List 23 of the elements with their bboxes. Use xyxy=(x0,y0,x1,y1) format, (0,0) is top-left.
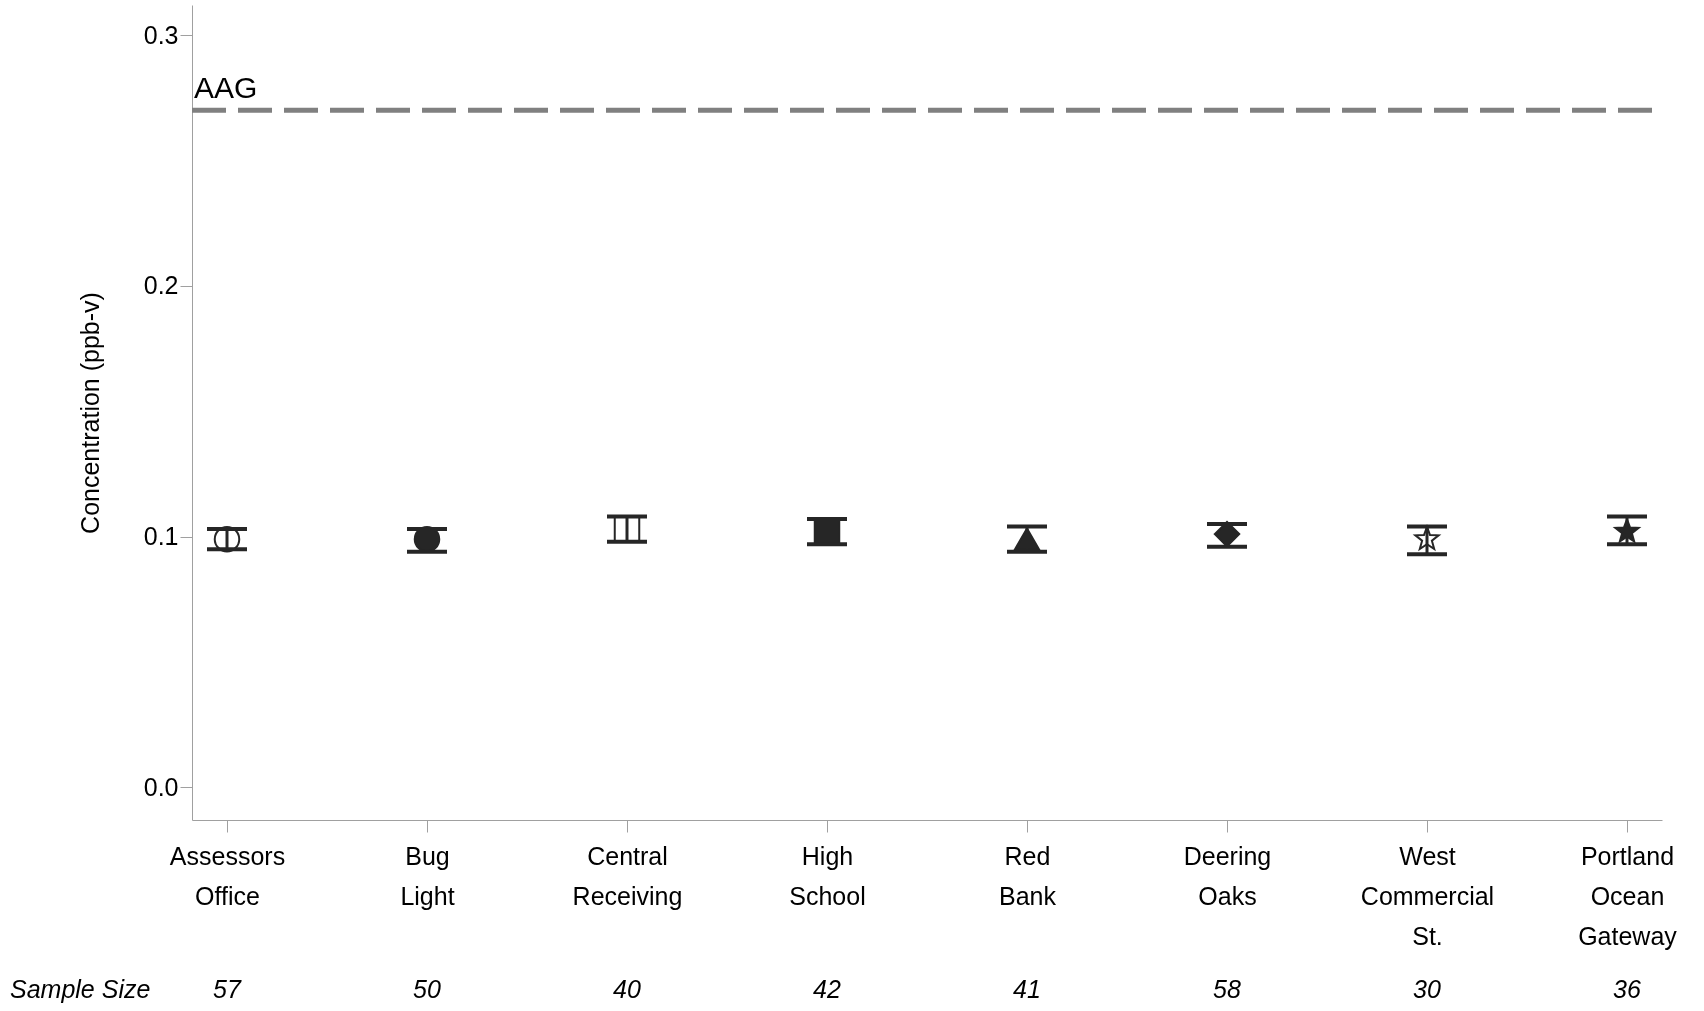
text: 42 xyxy=(813,975,841,1003)
text: 50 xyxy=(413,975,441,1003)
ref-line-label: AAG xyxy=(194,71,258,105)
x-tick-label: Portland Ocean Gateway xyxy=(1578,841,1678,950)
text: 58 xyxy=(1213,975,1241,1003)
y-tick-label: 0.1 xyxy=(143,522,179,551)
text: 41 xyxy=(1013,975,1041,1003)
y-tick-label: 0.0 xyxy=(143,772,179,801)
y-tick-label: 0.3 xyxy=(143,20,179,49)
x-tick-label: Bug Light xyxy=(400,841,455,910)
y-axis-title: Concentration (ppb-v) xyxy=(75,292,104,534)
y-tick-label: 0.2 xyxy=(143,271,179,300)
x-tick-label: Assessors Office xyxy=(169,841,286,910)
text: 57 xyxy=(213,975,242,1003)
text: 40 xyxy=(613,975,641,1003)
x-tick-label: Red Bank xyxy=(999,841,1057,910)
x-tick-label: West Commercial St. xyxy=(1360,841,1495,950)
text: 30 xyxy=(1413,975,1441,1003)
text: 36 xyxy=(1613,975,1641,1003)
text: Sample Size xyxy=(10,975,151,1003)
x-tick-label: High School xyxy=(789,841,866,910)
x-tick-label: Deering Oaks xyxy=(1183,841,1272,910)
x-tick-label: Central Receiving xyxy=(572,841,683,910)
